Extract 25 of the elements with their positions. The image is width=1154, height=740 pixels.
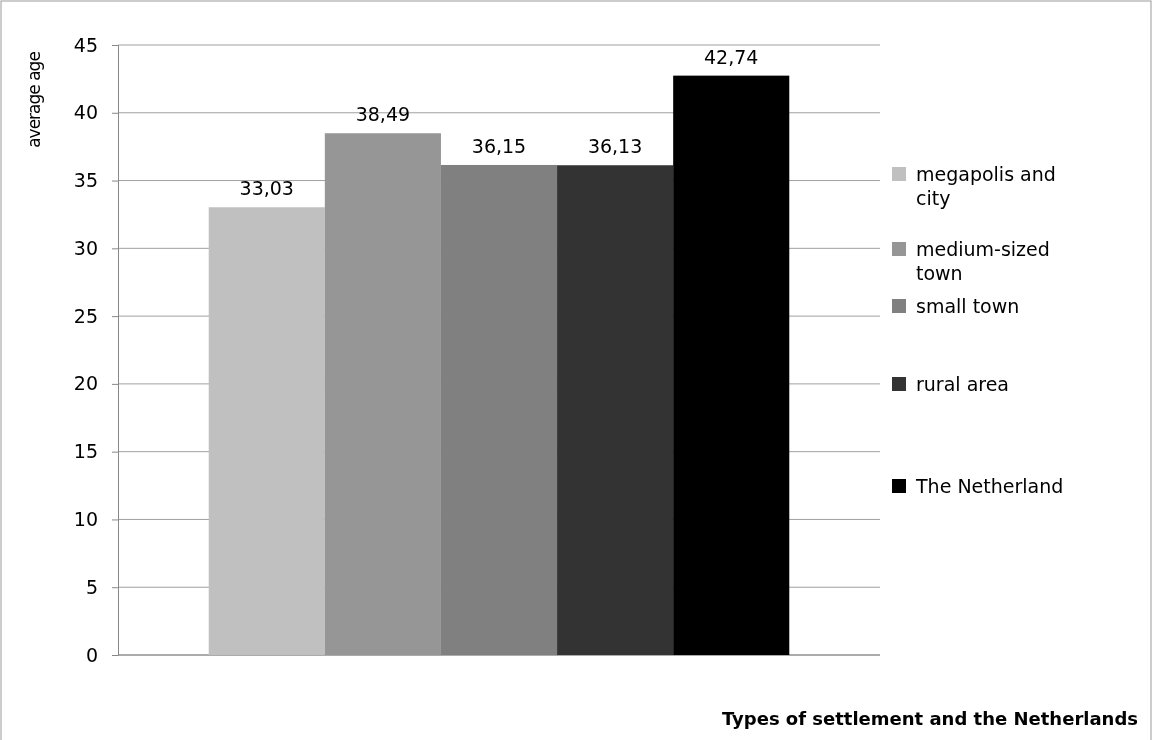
legend-label: small town [916, 295, 1020, 317]
y-tick-label: 25 [73, 304, 98, 327]
y-tick-label: 0 [85, 643, 98, 666]
y-tick-label: 35 [73, 169, 98, 192]
bar [557, 165, 674, 655]
legend-label: The Netherland [915, 475, 1064, 497]
bar [673, 75, 790, 655]
y-tick-label: 20 [73, 372, 98, 395]
data-label: 38,49 [355, 103, 411, 126]
y-tick-label: 30 [73, 236, 98, 259]
legend-label: rural area [916, 373, 1009, 395]
y-tick-label: 40 [73, 101, 98, 124]
data-label: 36,15 [471, 134, 527, 157]
y-tick-label: 45 [73, 33, 98, 56]
y-tick-label: 15 [73, 440, 98, 463]
legend-label: medium-sized town [916, 238, 1050, 284]
data-label: 42,74 [704, 45, 759, 68]
y-axis-title: average age [24, 51, 44, 148]
x-axis-title: Types of settlement and the Netherlands [721, 708, 1138, 729]
bar [208, 207, 325, 655]
legend-label: megapolis and city [916, 163, 1056, 209]
data-label: 33,03 [239, 177, 294, 200]
data-label: 36,13 [587, 135, 643, 158]
y-tick-label: 10 [73, 508, 98, 531]
y-tick-label: 5 [85, 575, 98, 598]
